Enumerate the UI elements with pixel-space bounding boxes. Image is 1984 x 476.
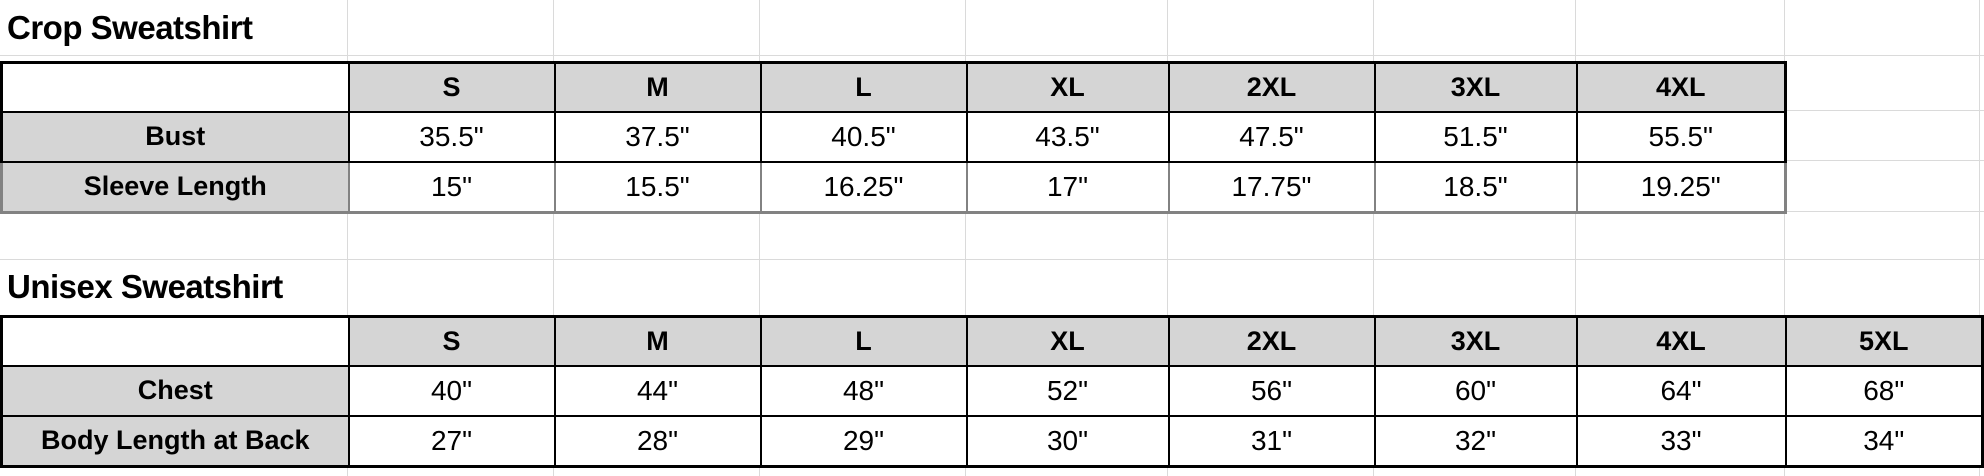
gridline-horizontal bbox=[0, 55, 1984, 56]
gridline-vertical bbox=[1575, 0, 1576, 476]
measurement-value-cell: 19.25" bbox=[1575, 160, 1787, 214]
measurement-value-cell: 30" bbox=[965, 414, 1170, 468]
measurement-value-cell: 48" bbox=[759, 364, 968, 417]
gridline-vertical bbox=[965, 0, 966, 476]
measurement-value-cell: 27" bbox=[347, 414, 556, 468]
size-header-cell: 2XL bbox=[1167, 315, 1376, 367]
measurement-value-cell: 15" bbox=[347, 160, 556, 214]
gridline-horizontal bbox=[0, 315, 1984, 316]
row-label-cell: Chest bbox=[0, 364, 350, 417]
gridline-vertical bbox=[1373, 0, 1374, 476]
measurement-value-cell: 47.5" bbox=[1167, 110, 1376, 163]
row-label-cell: Body Length at Back bbox=[0, 414, 350, 468]
size-header-cell: S bbox=[347, 315, 556, 367]
measurement-value-cell: 17" bbox=[965, 160, 1170, 214]
size-header-cell: M bbox=[553, 61, 762, 113]
measurement-value-cell: 60" bbox=[1373, 364, 1578, 417]
measurement-value-cell: 40.5" bbox=[759, 110, 968, 163]
size-header-cell: 3XL bbox=[1373, 315, 1578, 367]
measurement-row: Chest 40" 44" 48" 52" 56" 60" 64" 68" bbox=[0, 364, 1984, 417]
measurement-value-cell: 52" bbox=[965, 364, 1170, 417]
size-header-cell: M bbox=[553, 315, 762, 367]
measurement-value-cell: 31" bbox=[1167, 414, 1376, 468]
size-header-cell: L bbox=[759, 61, 968, 113]
unisex-sweatshirt-title: Unisex Sweatshirt bbox=[7, 268, 283, 305]
measurement-value-cell: 18.5" bbox=[1373, 160, 1578, 214]
size-header-cell: 3XL bbox=[1373, 61, 1578, 113]
measurement-value-cell: 15.5" bbox=[553, 160, 762, 214]
row-label-cell: Bust bbox=[0, 110, 350, 163]
measurement-row: Body Length at Back 27" 28" 29" 30" 31" 32" 33"… bbox=[0, 414, 1984, 468]
size-header-cell: XL bbox=[965, 61, 1170, 113]
crop-sweatshirt-title: Crop Sweatshirt bbox=[7, 9, 253, 46]
gridline-vertical bbox=[347, 0, 348, 476]
corner-cell bbox=[0, 61, 350, 113]
gridline-vertical bbox=[1784, 0, 1785, 476]
measurement-value-cell: 16.25" bbox=[759, 160, 968, 214]
gridline-vertical bbox=[1167, 0, 1168, 476]
measurement-value-cell: 40" bbox=[347, 364, 556, 417]
measurement-value-cell: 51.5" bbox=[1373, 110, 1578, 163]
measurement-value-cell: 35.5" bbox=[347, 110, 556, 163]
size-header-cell: L bbox=[759, 315, 968, 367]
gridline-vertical bbox=[759, 0, 760, 476]
size-header-cell: S bbox=[347, 61, 556, 113]
measurement-row: Bust 35.5" 37.5" 40.5" 43.5" 47.5" 51.5" 55.5" bbox=[0, 110, 1787, 163]
unisex-sweatshirt-size-table: S M L XL 2XL 3XL 4XL 5XL Chest 40" 44" 48" 52" 56" 60"… bbox=[0, 315, 1984, 468]
size-header-cell: 5XL bbox=[1784, 315, 1984, 367]
measurement-value-cell: 37.5" bbox=[553, 110, 762, 163]
measurement-value-cell: 33" bbox=[1575, 414, 1787, 468]
measurement-value-cell: 44" bbox=[553, 364, 762, 417]
crop-sweatshirt-size-table: S M L XL 2XL 3XL 4XL Bust 35.5" 37.5" 40.5" 43.5" 47… bbox=[0, 61, 1787, 214]
measurement-value-cell: 64" bbox=[1575, 364, 1787, 417]
size-header-cell: XL bbox=[965, 315, 1170, 367]
gridline-horizontal bbox=[0, 259, 1984, 260]
gridline-vertical bbox=[553, 0, 554, 476]
size-header-cell: 4XL bbox=[1575, 315, 1787, 367]
measurement-value-cell: 56" bbox=[1167, 364, 1376, 417]
measurement-row: Sleeve Length 15" 15.5" 16.25" 17" 17.75" 18.5… bbox=[0, 160, 1787, 214]
measurement-value-cell: 68" bbox=[1784, 364, 1984, 417]
measurement-value-cell: 17.75" bbox=[1167, 160, 1376, 214]
measurement-value-cell: 32" bbox=[1373, 414, 1578, 468]
row-label-cell: Sleeve Length bbox=[0, 160, 350, 214]
gridline-vertical bbox=[1979, 0, 1980, 476]
size-header-cell: 2XL bbox=[1167, 61, 1376, 113]
size-header-row: S M L XL 2XL 3XL 4XL 5XL bbox=[0, 315, 1984, 367]
size-header-cell: 4XL bbox=[1575, 61, 1787, 113]
size-header-row: S M L XL 2XL 3XL 4XL bbox=[0, 61, 1787, 113]
measurement-value-cell: 29" bbox=[759, 414, 968, 468]
measurement-value-cell: 55.5" bbox=[1575, 110, 1787, 163]
corner-cell bbox=[0, 315, 350, 367]
measurement-value-cell: 43.5" bbox=[965, 110, 1170, 163]
measurement-value-cell: 34" bbox=[1784, 414, 1984, 468]
measurement-value-cell: 28" bbox=[553, 414, 762, 468]
